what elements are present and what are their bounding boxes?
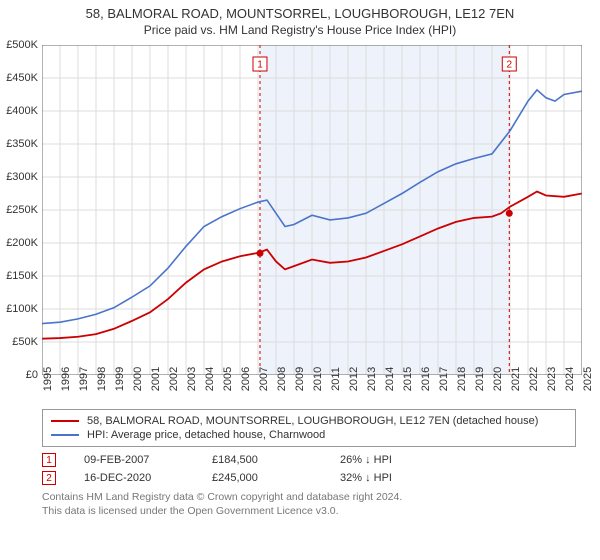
y-axis-tick-label: £0 bbox=[26, 369, 38, 381]
chart-title: 58, BALMORAL ROAD, MOUNTSORREL, LOUGHBOR… bbox=[0, 0, 600, 21]
legend-label: HPI: Average price, detached house, Char… bbox=[87, 429, 325, 441]
event-date: 09-FEB-2007 bbox=[84, 454, 184, 466]
event-price: £184,500 bbox=[212, 454, 312, 466]
legend-swatch bbox=[51, 420, 79, 422]
x-axis-tick-label: 2000 bbox=[132, 367, 144, 391]
x-axis-tick-label: 2012 bbox=[348, 367, 360, 391]
x-axis-tick-label: 2013 bbox=[366, 367, 378, 391]
x-axis-tick-label: 1997 bbox=[78, 367, 90, 391]
legend: 58, BALMORAL ROAD, MOUNTSORREL, LOUGHBOR… bbox=[42, 409, 576, 447]
svg-text:1: 1 bbox=[257, 60, 263, 71]
chart-container: 58, BALMORAL ROAD, MOUNTSORREL, LOUGHBOR… bbox=[0, 0, 600, 560]
x-axis-tick-label: 2005 bbox=[222, 367, 234, 391]
y-axis-tick-label: £350K bbox=[6, 138, 38, 150]
x-axis-tick-label: 2008 bbox=[276, 367, 288, 391]
legend-label: 58, BALMORAL ROAD, MOUNTSORREL, LOUGHBOR… bbox=[87, 415, 538, 427]
x-axis-tick-label: 1996 bbox=[60, 367, 72, 391]
legend-item: HPI: Average price, detached house, Char… bbox=[51, 428, 567, 442]
event-pct: 32% ↓ HPI bbox=[340, 472, 392, 484]
events-table: 1 09-FEB-2007 £184,500 26% ↓ HPI 2 16-DEC-202… bbox=[42, 451, 576, 487]
event-row: 1 09-FEB-2007 £184,500 26% ↓ HPI bbox=[42, 451, 576, 469]
x-axis-tick-label: 2019 bbox=[474, 367, 486, 391]
x-axis-tick-label: 2011 bbox=[330, 367, 342, 391]
x-axis-tick-label: 1995 bbox=[42, 367, 54, 391]
x-axis-tick-label: 1999 bbox=[114, 367, 126, 391]
x-axis-tick-label: 2017 bbox=[438, 367, 450, 391]
x-axis-tick-label: 2002 bbox=[168, 367, 180, 391]
y-axis-tick-label: £200K bbox=[6, 237, 38, 249]
x-axis-tick-label: 2004 bbox=[204, 367, 216, 391]
legend-swatch bbox=[51, 434, 79, 436]
x-axis-tick-label: 2021 bbox=[510, 367, 522, 391]
event-pct: 26% ↓ HPI bbox=[340, 454, 392, 466]
x-axis-tick-label: 2018 bbox=[456, 367, 468, 391]
chart-svg: 12 bbox=[42, 45, 582, 375]
x-axis-tick-label: 2006 bbox=[240, 367, 252, 391]
x-axis-tick-label: 1998 bbox=[96, 367, 108, 391]
x-axis-tick-label: 2015 bbox=[402, 367, 414, 391]
event-marker-box: 2 bbox=[42, 471, 56, 485]
y-axis-tick-label: £400K bbox=[6, 105, 38, 117]
y-axis-tick-label: £450K bbox=[6, 72, 38, 84]
x-axis-tick-label: 2025 bbox=[582, 367, 594, 391]
svg-text:2: 2 bbox=[506, 60, 512, 71]
legend-item: 58, BALMORAL ROAD, MOUNTSORREL, LOUGHBOR… bbox=[51, 414, 567, 428]
x-axis-tick-label: 2003 bbox=[186, 367, 198, 391]
y-axis-tick-label: £250K bbox=[6, 204, 38, 216]
x-axis-tick-label: 2001 bbox=[150, 367, 162, 391]
y-axis-tick-label: £100K bbox=[6, 303, 38, 315]
x-axis-tick-label: 2007 bbox=[258, 367, 270, 391]
x-axis-tick-label: 2010 bbox=[312, 367, 324, 391]
x-axis-tick-label: 2024 bbox=[564, 367, 576, 391]
event-price: £245,000 bbox=[212, 472, 312, 484]
x-axis-tick-label: 2016 bbox=[420, 367, 432, 391]
event-row: 2 16-DEC-2020 £245,000 32% ↓ HPI bbox=[42, 469, 576, 487]
x-axis-tick-label: 2014 bbox=[384, 367, 396, 391]
event-marker-box: 1 bbox=[42, 453, 56, 467]
copyright-line: Contains HM Land Registry data © Crown c… bbox=[42, 491, 576, 505]
x-axis-tick-label: 2022 bbox=[528, 367, 540, 391]
x-axis-tick-label: 2020 bbox=[492, 367, 504, 391]
event-date: 16-DEC-2020 bbox=[84, 472, 184, 484]
x-axis-tick-label: 2023 bbox=[546, 367, 558, 391]
y-axis-tick-label: £500K bbox=[6, 39, 38, 51]
chart-subtitle: Price paid vs. HM Land Registry's House … bbox=[0, 21, 600, 41]
y-axis-tick-label: £150K bbox=[6, 270, 38, 282]
copyright-line: This data is licensed under the Open Gov… bbox=[42, 505, 576, 519]
chart-plot-area: 12£0£50K£100K£150K£200K£250K£300K£350K£4… bbox=[42, 45, 582, 375]
copyright-notice: Contains HM Land Registry data © Crown c… bbox=[42, 491, 576, 518]
y-axis-tick-label: £50K bbox=[12, 336, 38, 348]
x-axis-tick-label: 2009 bbox=[294, 367, 306, 391]
y-axis-tick-label: £300K bbox=[6, 171, 38, 183]
